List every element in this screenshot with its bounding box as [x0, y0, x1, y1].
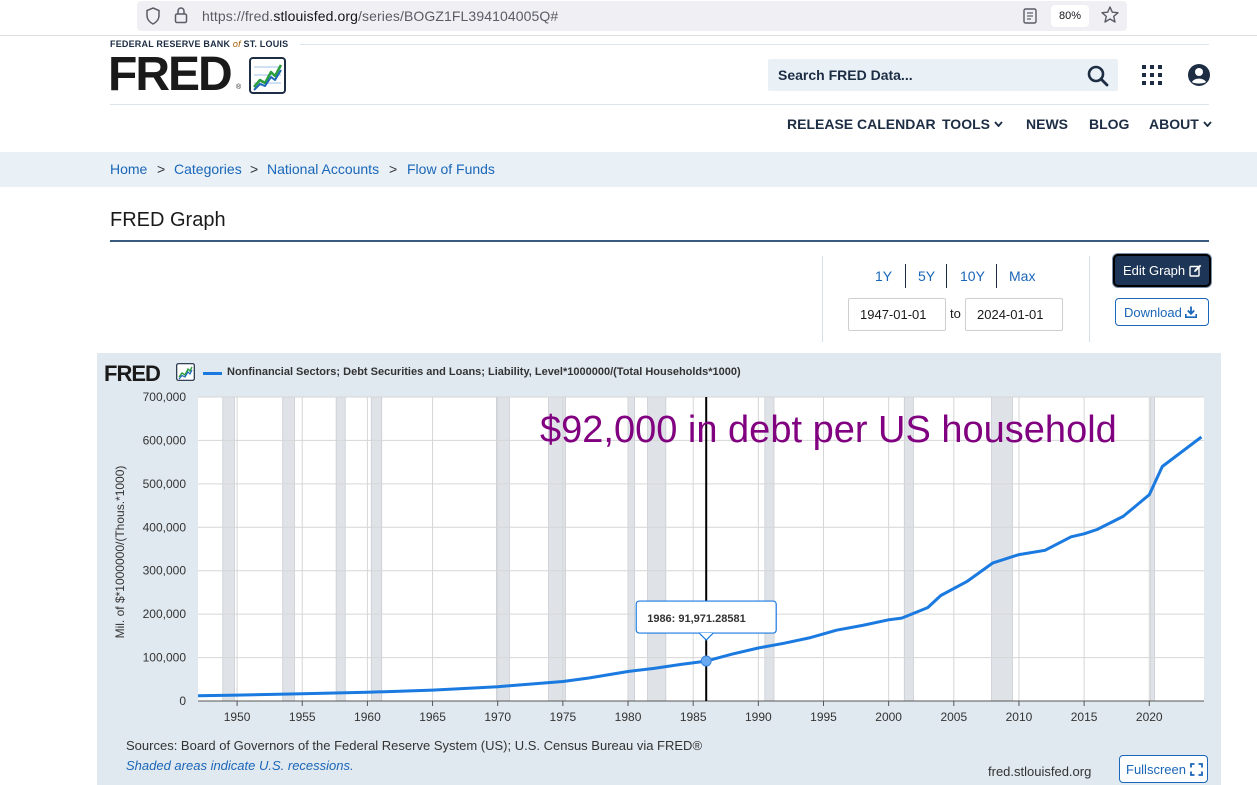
- chart-plot[interactable]: 0 100,000 200,000 300,000 400,000 500,000 600,…: [97, 380, 1221, 732]
- x-tick-label: 1995: [810, 710, 837, 724]
- search-placeholder[interactable]: Search FRED Data...: [778, 67, 913, 83]
- legend-swatch: [203, 372, 222, 375]
- tooltip-text: 1986: 91,971.28581: [647, 613, 745, 625]
- start-date-input[interactable]: 1947-01-01: [848, 298, 946, 331]
- search-icon[interactable]: [1086, 64, 1110, 88]
- series-line: [197, 435, 1203, 698]
- bookmark-star-icon[interactable]: [1100, 5, 1120, 25]
- browser-toolbar: https://fred.stlouisfed.org/series/BOGZ1…: [0, 0, 1257, 33]
- shield-icon[interactable]: [145, 7, 161, 25]
- y-tick-label: 500,000: [143, 477, 187, 491]
- recession-band: [335, 396, 346, 702]
- reader-view-icon[interactable]: [1022, 7, 1038, 25]
- range-10y-button[interactable]: 10Y: [960, 268, 985, 284]
- x-tick-label: 1985: [680, 710, 707, 724]
- x-tick-label: 1950: [224, 710, 251, 724]
- range-divider: [905, 264, 906, 288]
- y-tick-label: 700,000: [143, 390, 187, 404]
- apps-grid-icon[interactable]: [1140, 63, 1164, 87]
- recession-band: [282, 396, 295, 702]
- range-panel-border: [822, 256, 823, 342]
- y-tick-label: 600,000: [143, 433, 187, 447]
- fullscreen-icon: [1189, 763, 1203, 776]
- y-tick-label: 400,000: [143, 520, 187, 534]
- download-icon: [1185, 306, 1198, 318]
- recession-band: [496, 396, 510, 702]
- download-button[interactable]: Download: [1115, 298, 1209, 326]
- chart-sources: Sources: Board of Governors of the Feder…: [126, 738, 703, 753]
- range-1y-button[interactable]: 1Y: [875, 268, 893, 284]
- x-tick-label: 2010: [1006, 710, 1033, 724]
- breadcrumb-flow-of-funds[interactable]: Flow of Funds: [407, 161, 495, 177]
- x-tick-label: 2020: [1136, 710, 1163, 724]
- breadcrumb-separator: >: [389, 161, 398, 177]
- title-underline: [110, 240, 1209, 242]
- range-divider: [996, 264, 997, 288]
- x-tick-label: 1990: [745, 710, 772, 724]
- url-text[interactable]: https://fred.stlouisfed.org/series/BOGZ1…: [202, 8, 559, 24]
- tooltip-box: [635, 600, 777, 634]
- x-tick-label: 1970: [484, 710, 511, 724]
- fred-chart-logo-icon[interactable]: [249, 57, 286, 94]
- breadcrumb-separator: >: [157, 161, 166, 177]
- y-tick-label: 300,000: [143, 564, 187, 578]
- registered-mark: ®: [236, 84, 242, 91]
- range-max-button[interactable]: Max: [1009, 268, 1036, 284]
- breadcrumb-categories[interactable]: Categories: [174, 161, 242, 177]
- breadcrumb-national-accounts[interactable]: National Accounts: [267, 161, 380, 177]
- recession-band: [370, 396, 383, 702]
- edit-graph-button[interactable]: Edit Graph: [1113, 254, 1211, 287]
- plot-background: [198, 397, 1204, 701]
- page-title: FRED Graph: [110, 209, 226, 231]
- crosshair-point: [700, 655, 712, 667]
- nav-blog[interactable]: BLOG: [1089, 116, 1130, 132]
- bank-name[interactable]: FEDERAL RESERVE BANK of ST. LOUIS: [110, 39, 289, 49]
- breadcrumb-home[interactable]: Home: [110, 161, 148, 177]
- chevron-down-icon: [1203, 121, 1212, 127]
- x-tick-label: 2005: [940, 710, 967, 724]
- zoom-level-badge[interactable]: 80%: [1051, 5, 1089, 27]
- chart-annotation: $92,000 in debt per US household: [540, 409, 1117, 451]
- browser-divider: [0, 35, 1257, 36]
- nav-tools[interactable]: TOOLS: [942, 116, 1003, 132]
- header-rule-top: [300, 44, 1209, 45]
- fullscreen-button[interactable]: Fullscreen: [1119, 755, 1208, 783]
- range-divider: [946, 264, 947, 288]
- recession-shading-note[interactable]: Shaded areas indicate U.S. recessions.: [126, 758, 354, 773]
- y-tick-label: 0: [179, 694, 186, 708]
- range-5y-button[interactable]: 5Y: [918, 268, 936, 284]
- legend-series-label: Nonfinancial Sectors; Debt Securities an…: [227, 366, 741, 378]
- y-tick-label: 200,000: [143, 607, 187, 621]
- tooltip-pointer: [698, 632, 714, 641]
- lock-icon[interactable]: [173, 6, 189, 24]
- nav-about[interactable]: ABOUT: [1149, 116, 1212, 132]
- recession-band: [1150, 396, 1155, 702]
- search-input[interactable]: Search FRED Data...: [768, 59, 1118, 91]
- end-date-input[interactable]: 2024-01-01: [965, 298, 1063, 331]
- nav-news[interactable]: NEWS: [1026, 116, 1068, 132]
- fred-chart-logo-icon[interactable]: [176, 363, 195, 381]
- y-tick-label: 100,000: [143, 651, 187, 665]
- fred-logo[interactable]: FRED: [108, 48, 233, 101]
- x-tick-label: 1955: [289, 710, 316, 724]
- nav-release-calendar[interactable]: RELEASE CALENDAR: [787, 116, 936, 132]
- address-bar[interactable]: https://fred.stlouisfed.org/series/BOGZ1…: [137, 1, 1127, 31]
- chevron-down-icon: [994, 121, 1003, 127]
- chart-fred-logo[interactable]: FRED: [104, 361, 161, 386]
- header-rule-bottom: [110, 104, 1209, 105]
- breadcrumb: [0, 152, 1257, 187]
- breadcrumb-separator: >: [250, 161, 259, 177]
- recession-band: [222, 396, 235, 702]
- x-tick-label: 1960: [354, 710, 381, 724]
- account-icon[interactable]: [1187, 63, 1211, 87]
- x-tick-label: 1975: [550, 710, 577, 724]
- x-tick-label: 1980: [615, 710, 642, 724]
- edit-icon: [1189, 264, 1202, 277]
- x-tick-label: 2000: [875, 710, 902, 724]
- date-range-to-label: to: [950, 306, 961, 321]
- range-panel-border: [1089, 256, 1090, 342]
- site-url: fred.stlouisfed.org: [988, 764, 1092, 779]
- x-tick-label: 1965: [419, 710, 446, 724]
- x-tick-label: 2015: [1071, 710, 1098, 724]
